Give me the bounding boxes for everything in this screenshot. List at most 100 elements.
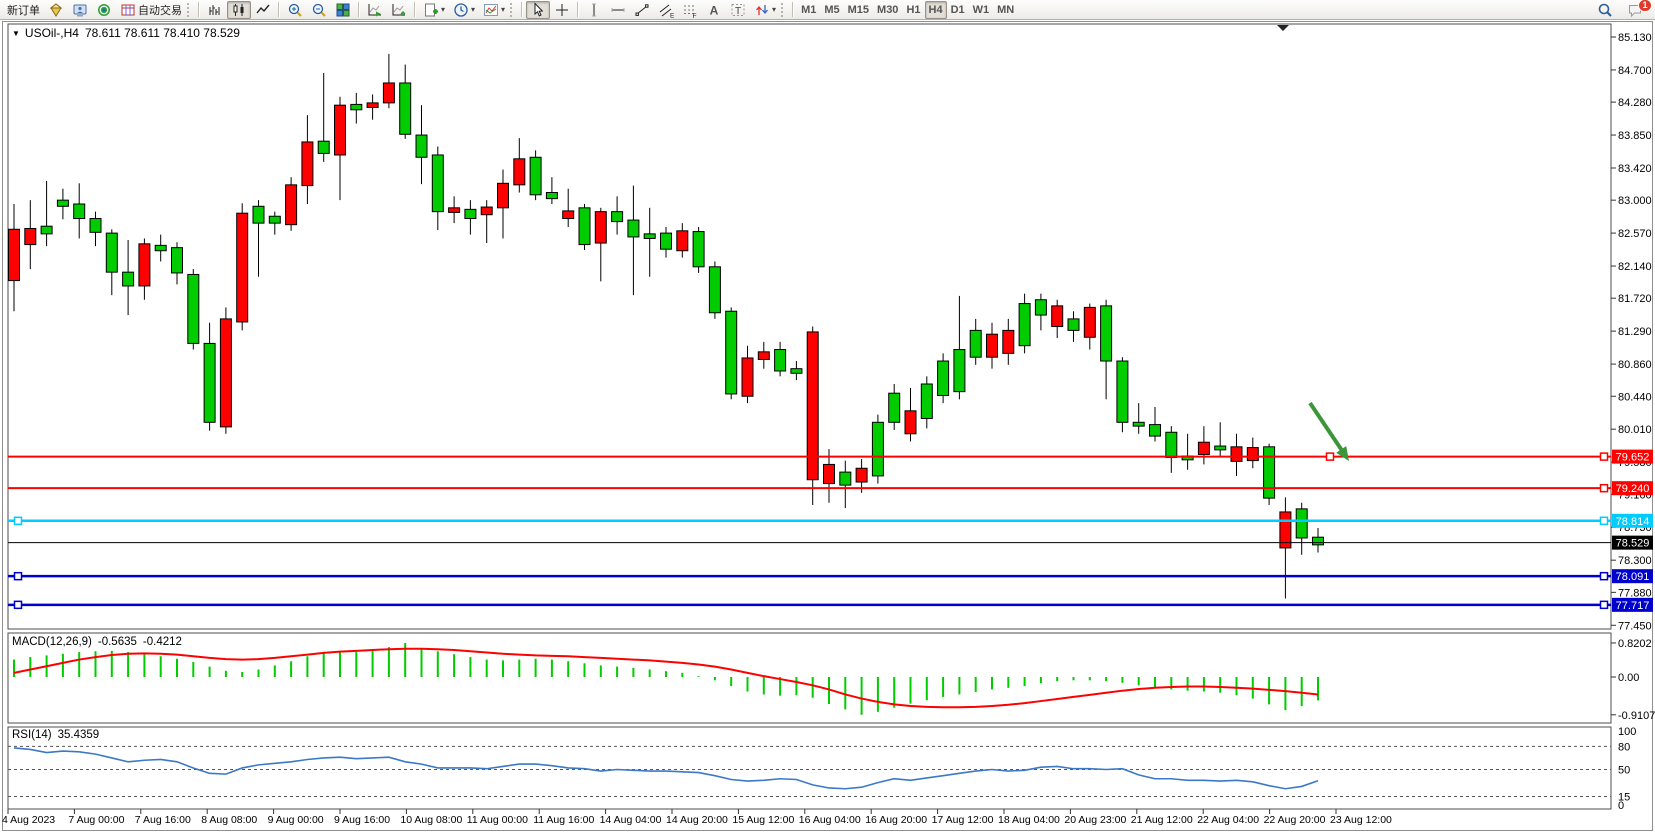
line-handle[interactable]	[1325, 452, 1335, 461]
time-axis-label: 23 Aug 12:00	[1330, 814, 1392, 826]
auto-trading-button[interactable]: 自动交易	[116, 1, 186, 19]
line-handle[interactable]	[1599, 483, 1609, 493]
time-axis-label: 9 Aug 16:00	[334, 814, 390, 826]
bar-chart-button[interactable]	[203, 1, 227, 19]
line-handle[interactable]	[1599, 571, 1609, 581]
chat-button[interactable]: 1	[1623, 0, 1652, 19]
vertical-line-button[interactable]	[582, 1, 606, 19]
chart-shift-button[interactable]	[387, 1, 411, 19]
candle	[1263, 443, 1276, 506]
dropdown-caret-icon[interactable]: ▾	[471, 4, 476, 14]
price-axis-label: 84.280	[1618, 97, 1652, 109]
timeframe-M1[interactable]: M1	[797, 1, 820, 19]
new-order-button[interactable]: 新订单	[3, 1, 44, 19]
period-button[interactable]: ▾	[449, 1, 479, 19]
price-axis[interactable]	[1611, 24, 1653, 809]
line-handle[interactable]	[1599, 516, 1609, 526]
line-handle[interactable]	[13, 571, 23, 581]
time-axis-label: 11 Aug 00:00	[467, 814, 528, 826]
signals-button[interactable]	[92, 1, 116, 19]
price-axis-label: 82.140	[1618, 261, 1652, 273]
candle	[708, 261, 721, 319]
line-handle[interactable]	[1599, 452, 1609, 461]
zoom-in-button[interactable]	[283, 1, 307, 19]
macd-axis-label: 0.00	[1618, 672, 1639, 684]
line-handle[interactable]	[13, 516, 23, 526]
timeframe-W1[interactable]: W1	[969, 1, 994, 19]
dropdown-caret-icon[interactable]: ▾	[501, 4, 506, 14]
time-axis-label: 14 Aug 20:00	[666, 814, 728, 826]
rsi-axis-label: 50	[1618, 765, 1630, 777]
zoom-in-icon	[288, 3, 302, 17]
candle	[1214, 422, 1227, 457]
rsi-axis-label: 80	[1618, 741, 1630, 753]
price-axis-label: 77.450	[1618, 620, 1652, 632]
candlestick-chart-button[interactable]	[227, 0, 251, 19]
trend-arrow-annotation[interactable]	[1308, 401, 1349, 461]
timeframe-D1[interactable]: D1	[947, 1, 969, 19]
time-axis-label: 9 Aug 00:00	[268, 814, 324, 826]
price-badge	[1612, 449, 1653, 464]
chart-shift-marker-icon[interactable]	[1277, 25, 1289, 31]
candle	[301, 115, 314, 204]
main-chart-pane[interactable]	[7, 23, 1612, 630]
auto-scroll-button[interactable]	[363, 1, 387, 19]
timeframe-H1[interactable]: H1	[902, 1, 924, 19]
text-label-button[interactable]: T	[726, 1, 750, 19]
zoom-out-button[interactable]	[307, 1, 331, 19]
macd-axis-label: 0.8202	[1618, 638, 1652, 650]
price-axis-label: 85.130	[1618, 32, 1652, 44]
toolbar-separator	[358, 2, 360, 17]
tile-windows-button[interactable]	[331, 1, 355, 19]
text-button[interactable]: A	[702, 1, 726, 19]
time-axis-label: 16 Aug 20:00	[865, 814, 927, 826]
candle	[1100, 299, 1113, 400]
toolbar-separator	[792, 2, 795, 17]
price-axis-label: 80.440	[1618, 391, 1652, 403]
terminal-button[interactable]	[68, 1, 92, 19]
crosshair-button[interactable]	[550, 1, 574, 19]
signals-icon	[98, 3, 110, 16]
price-badge-label: 79.652	[1616, 452, 1650, 464]
timeframe-M30[interactable]: M30	[873, 1, 902, 19]
time-axis[interactable]	[8, 810, 1611, 830]
candle	[529, 150, 542, 201]
new-chart-button[interactable]: ▾	[419, 1, 449, 19]
price-badge	[1612, 535, 1653, 550]
svg-text:F: F	[693, 12, 697, 17]
time-axis-label: 11 Aug 16:00	[533, 814, 594, 826]
line-handle[interactable]	[1599, 600, 1609, 610]
candle	[1116, 357, 1129, 433]
equidistant-channel-button[interactable]: E	[654, 1, 678, 19]
arrows-button[interactable]: ▾	[750, 1, 780, 19]
market-watch-button[interactable]	[44, 1, 68, 19]
dropdown-caret-icon[interactable]: ▾	[772, 4, 777, 14]
auto-trading-button-label: 自动交易	[138, 4, 182, 17]
dropdown-caret-icon[interactable]: ▾	[441, 4, 446, 14]
macd-pane[interactable]	[7, 632, 1612, 724]
rsi-label: RSI(14) 35.4359	[12, 729, 99, 741]
candle	[464, 200, 477, 235]
cursor-button[interactable]	[526, 0, 551, 19]
macd-name: MACD(12,26,9)	[12, 636, 92, 648]
chevron-down-icon[interactable]: ▼	[12, 29, 20, 38]
candle	[448, 196, 461, 224]
trendline-button[interactable]	[630, 1, 654, 19]
line-chart-button[interactable]	[251, 1, 275, 19]
indicators-button[interactable]: ▾	[479, 1, 509, 19]
timeframe-MN[interactable]: MN	[993, 1, 1018, 19]
fibonacci-button[interactable]: F	[678, 1, 702, 19]
rsi-pane[interactable]	[7, 726, 1612, 810]
horizontal-line-button[interactable]	[606, 1, 630, 19]
line-handle[interactable]	[13, 600, 23, 610]
candle	[1312, 528, 1324, 553]
candle	[366, 94, 379, 120]
timeframe-M5[interactable]: M5	[820, 1, 843, 19]
timeframe-H4[interactable]: H4	[924, 0, 947, 19]
price-axis-label: 82.570	[1618, 228, 1652, 240]
candle	[399, 64, 412, 139]
search-button[interactable]	[1593, 1, 1617, 19]
candle	[1295, 502, 1308, 555]
timeframe-M15[interactable]: M15	[844, 1, 873, 19]
